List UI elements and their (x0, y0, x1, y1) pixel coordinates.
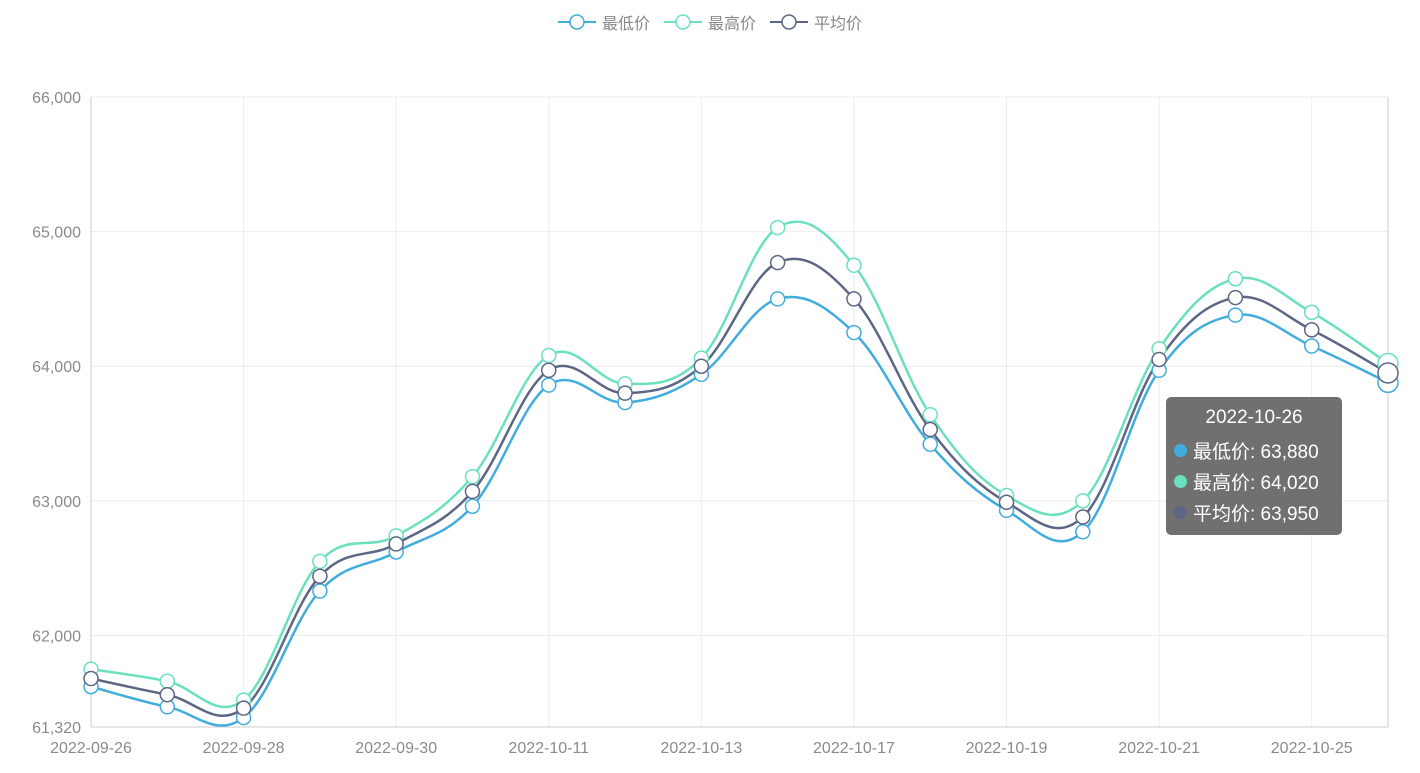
data-point-avg (312, 568, 328, 584)
chart-tooltip: 2022-10-26 最低价: 63,880 最高价: 64,020 平均价: … (1166, 397, 1342, 535)
data-point-high (464, 468, 481, 485)
y-tick-label: 63,000 (32, 494, 81, 511)
data-point-high (846, 257, 862, 274)
data-point-avg (159, 686, 176, 703)
data-point-high (922, 406, 938, 423)
x-tick-label: 2022-10-13 (660, 740, 742, 757)
data-point-avg (1151, 351, 1167, 368)
legend-item-avg[interactable]: 平均价 (770, 10, 862, 34)
data-point-low (1303, 338, 1320, 354)
data-point-avg (922, 421, 938, 438)
data-point-avg (769, 254, 786, 271)
x-tick-label: 2022-10-19 (966, 740, 1048, 757)
y-tick-label: 61,320 (32, 720, 81, 737)
data-point-high (769, 219, 786, 236)
legend-item-low[interactable]: 最低价 (557, 10, 650, 34)
tooltip-row-avg: 平均价: 63,950 (1174, 497, 1334, 528)
y-tick-label: 66,000 (32, 90, 81, 107)
tooltip-avg-dot (1174, 506, 1187, 519)
data-point-avg (846, 291, 862, 307)
data-point-avg (1377, 362, 1399, 384)
tooltip-high-text: 最高价: 64,020 (1193, 473, 1319, 494)
legend: 最低价 最高价 平均价 (0, 10, 1420, 34)
x-tick-label: 2022-10-11 (508, 740, 589, 757)
x-tick-label: 2022-09-26 (50, 740, 132, 757)
tooltip-row-low: 最低价: 63,880 (1174, 435, 1334, 466)
tooltip-date: 2022-10-26 (1205, 407, 1303, 428)
legend-avg-label: 平均价 (814, 16, 863, 33)
x-tick-label: 2022-09-30 (355, 740, 437, 757)
legend-high-icon (663, 14, 702, 30)
data-point-low (1075, 524, 1091, 540)
tooltip-high-dot (1174, 475, 1187, 488)
tooltip-row-high: 最高价: 64,020 (1174, 466, 1334, 497)
data-point-high (159, 673, 176, 689)
data-point-avg (693, 358, 710, 374)
data-point-avg (1075, 509, 1091, 525)
data-point-avg (541, 362, 557, 379)
legend-item-high[interactable]: 最高价 (663, 10, 756, 34)
data-point-avg (998, 494, 1015, 510)
data-point-low (464, 498, 481, 514)
data-point-low (846, 324, 862, 341)
data-point-avg (1303, 322, 1320, 338)
legend-high-label: 最高价 (707, 16, 756, 33)
data-point-avg (1227, 289, 1244, 306)
tooltip-low-dot (1174, 444, 1187, 457)
data-point-high (1227, 270, 1244, 287)
data-point-low (541, 377, 557, 393)
data-point-high (312, 553, 328, 570)
legend-low-icon (557, 14, 596, 30)
legend-avg-icon (770, 14, 808, 30)
x-tick-label: 2022-10-21 (1118, 740, 1200, 757)
data-point-low (1227, 307, 1244, 323)
x-tick-label: 2022-10-17 (813, 740, 895, 757)
tooltip-avg-text: 平均价: 63,950 (1193, 504, 1319, 525)
data-point-avg (235, 700, 252, 716)
data-point-high (541, 347, 557, 364)
data-point-low (922, 436, 938, 453)
data-point-low (769, 291, 786, 307)
y-tick-label: 64,000 (32, 359, 81, 376)
x-tick-label: 2022-09-28 (203, 740, 285, 757)
data-point-high (1075, 493, 1091, 509)
data-point-avg (464, 483, 481, 500)
y-tick-label: 62,000 (32, 628, 81, 645)
tooltip-low-text: 最低价: 63,880 (1193, 442, 1319, 463)
data-point-low (312, 583, 328, 599)
data-point-high (1303, 304, 1320, 321)
data-point-avg (617, 385, 633, 401)
legend-low-label: 最低价 (601, 16, 650, 33)
x-tick-label: 2022-10-25 (1271, 740, 1353, 757)
y-tick-label: 65,000 (32, 225, 81, 242)
data-point-avg (83, 670, 99, 687)
data-point-avg (388, 536, 404, 552)
